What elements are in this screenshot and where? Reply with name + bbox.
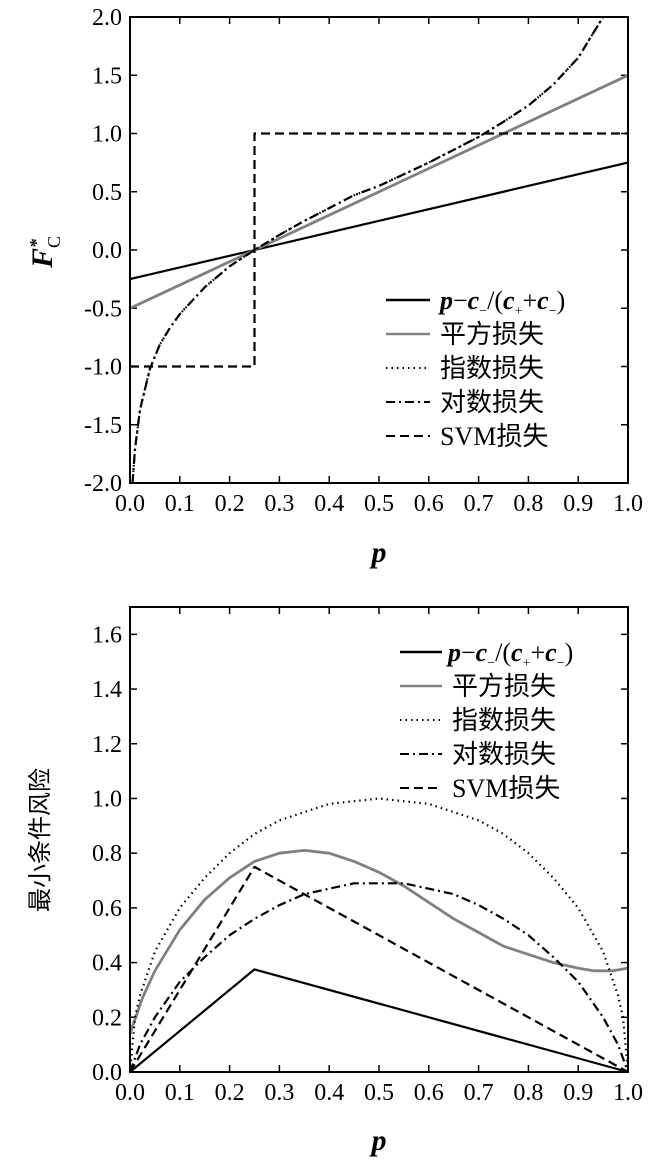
- chart-bottom-legend-square: 平方损失: [400, 672, 556, 701]
- chart-top-y-axis-title: F * C: [26, 236, 64, 269]
- chart-top-x-tick-label: 0.2: [215, 491, 245, 517]
- chart-bottom-x-tick-label: 0.7: [464, 1080, 494, 1106]
- chart-bottom-x-tick-label: 0.6: [414, 1080, 444, 1106]
- chart-top-x-tick-labels: 0.0 0.1 0.2 0.3 0.4 0.5 0.6 0.7 0.8 0.9 1.0: [115, 491, 643, 517]
- chart-top-y-tick-label: 1.0: [92, 122, 122, 148]
- chart-bottom-y-tick-label: 0.6: [92, 896, 122, 922]
- chart-top-series-formula: [129, 161, 629, 281]
- chart-top-legend: p−c−/(c++c−) 平方损失 指数损失 对数损失 SVM损失: [386, 286, 565, 451]
- chart-top-series: [129, 16, 629, 484]
- chart-top-y-tick-label: 0.5: [92, 180, 122, 206]
- chart-top-x-tick-label: 0.1: [165, 491, 195, 517]
- chart-top-ticks: [129, 16, 629, 484]
- chart-top-x-axis-title: p: [369, 536, 387, 569]
- chart-top-legend-svm: SVM损失: [386, 422, 548, 451]
- chart-top-legend-formula: p−c−/(c++c−): [386, 286, 565, 319]
- chart-top-x-tick-label: 0.0: [115, 491, 145, 517]
- chart-bottom-y-tick-label: 1.2: [92, 732, 122, 758]
- chart-bottom-x-tick-label: 0.3: [264, 1080, 294, 1106]
- chart-bottom-legend-svm: SVM损失: [400, 774, 560, 803]
- chart-top-x-tick-label: 0.4: [314, 491, 344, 517]
- chart-bottom-legend-exp: 指数损失: [400, 706, 556, 735]
- chart-bottom-x-tick-label: 0.9: [563, 1080, 593, 1106]
- chart-bottom-y-tick-labels: 0.0 0.2 0.4 0.6 0.8 1.0 1.2 1.4 1.6: [92, 622, 122, 1086]
- chart-bottom-y-tick-label: 0.0: [92, 1060, 122, 1086]
- chart-bottom-series-svm: [129, 865, 629, 1073]
- chart-top-x-tick-label: 0.7: [464, 491, 494, 517]
- chart-bottom-x-tick-label: 0.8: [513, 1080, 543, 1106]
- chart-bottom-x-tick-label: 0.2: [215, 1080, 245, 1106]
- chart-bottom-y-tick-label: 1.0: [92, 786, 122, 812]
- chart-top-y-tick-label: 1.5: [92, 63, 122, 89]
- chart-bottom: 0.0 0.1 0.2 0.3 0.4 0.5 0.6 0.7 0.8 0.9 1.0 0.0 0.2…: [26, 606, 643, 1157]
- chart-bottom-legend: p−c−/(c++c−) 平方损失 指数损失 对数损失 SVM损失: [400, 638, 573, 803]
- chart-bottom-series-square: [128, 849, 629, 1035]
- chart-top-y-tick-label: -2.0: [84, 471, 122, 497]
- chart-top-legend-square-label: 平方损失: [440, 320, 544, 349]
- chart-top-legend-square: 平方损失: [386, 320, 544, 349]
- chart-top-series-log: [131, 16, 605, 484]
- chart-bottom-series-log: [128, 882, 630, 1073]
- chart-bottom-y-tick-label: 1.4: [92, 677, 122, 703]
- chart-bottom-legend-square-label: 平方损失: [452, 672, 556, 701]
- chart-top-y-tick-label: 2.0: [92, 5, 122, 31]
- chart-bottom-legend-formula-label: p−c−/(c++c−): [446, 638, 573, 671]
- chart-bottom-frame: [129, 606, 629, 1073]
- chart-bottom-legend-svm-label: SVM损失: [452, 774, 560, 803]
- chart-bottom-legend-log: 对数损失: [400, 740, 556, 769]
- chart-top-y-axis-title-main: F: [26, 248, 59, 269]
- chart-bottom-x-tick-labels: 0.0 0.1 0.2 0.3 0.4 0.5 0.6 0.7 0.8 0.9 1.0: [115, 1080, 643, 1106]
- chart-top-y-tick-labels: -2.0 -1.5 -1.0 -0.5 0.0 0.5 1.0 1.5 2.0: [84, 5, 122, 497]
- chart-bottom-y-axis-title-text: 最小条件风险: [26, 768, 54, 912]
- chart-top-y-tick-label: -1.5: [84, 413, 122, 439]
- chart-top-legend-formula-label: p−c−/(c++c−): [438, 286, 565, 319]
- chart-bottom-y-tick-label: 0.8: [92, 841, 122, 867]
- chart-bottom-x-tick-label: 1.0: [613, 1080, 643, 1106]
- chart-top-legend-exp-label: 指数损失: [440, 354, 544, 383]
- chart-bottom-y-tick-label: 0.4: [92, 951, 122, 977]
- chart-top-legend-svm-label: SVM损失: [440, 422, 548, 451]
- chart-top-x-tick-label: 0.9: [563, 491, 593, 517]
- chart-top-y-tick-label: -1.0: [84, 355, 122, 381]
- chart-top-legend-exp: 指数损失: [386, 354, 544, 383]
- chart-top-y-axis-title-sub: C: [44, 236, 64, 248]
- chart-bottom-x-tick-label: 0.0: [115, 1080, 145, 1106]
- chart-top-x-tick-label: 0.5: [364, 491, 394, 517]
- chart-top-series-square: [129, 74, 629, 310]
- chart-top-legend-log-label: 对数损失: [440, 388, 544, 417]
- chart-bottom-legend-formula: p−c−/(c++c−): [400, 638, 573, 671]
- chart-bottom-y-tick-label: 0.2: [92, 1005, 122, 1031]
- chart-bottom-series: [128, 797, 630, 1074]
- chart-bottom-x-axis-title: p: [369, 1124, 387, 1157]
- chart-bottom-x-tick-label: 0.4: [314, 1080, 344, 1106]
- chart-top-x-tick-label: 0.8: [513, 491, 543, 517]
- chart-top-x-tick-label: 0.3: [264, 491, 294, 517]
- chart-bottom-legend-log-label: 对数损失: [452, 740, 556, 769]
- chart-top-y-axis-title-sup: *: [26, 238, 46, 248]
- chart-bottom-series-formula: [129, 968, 629, 1074]
- chart-top-frame: [129, 16, 629, 484]
- chart-top-legend-log: 对数损失: [386, 388, 544, 417]
- chart-top-y-tick-label: -0.5: [84, 296, 122, 322]
- chart-top: 0.0 0.1 0.2 0.3 0.4 0.5 0.6 0.7 0.8 0.9 1.0 -2.0 -1…: [26, 5, 643, 569]
- chart-bottom-x-tick-label: 0.1: [165, 1080, 195, 1106]
- chart-top-y-tick-label: 0.0: [92, 238, 122, 264]
- chart-bottom-legend-exp-label: 指数损失: [452, 706, 556, 735]
- chart-top-series-svm: [130, 132, 628, 368]
- chart-top-x-tick-label: 0.6: [414, 491, 444, 517]
- chart-bottom-x-tick-label: 0.5: [364, 1080, 394, 1106]
- chart-bottom-y-axis-title: 最小条件风险: [26, 768, 54, 912]
- chart-top-x-tick-label: 1.0: [613, 491, 643, 517]
- chart-bottom-y-tick-label: 1.6: [92, 622, 122, 648]
